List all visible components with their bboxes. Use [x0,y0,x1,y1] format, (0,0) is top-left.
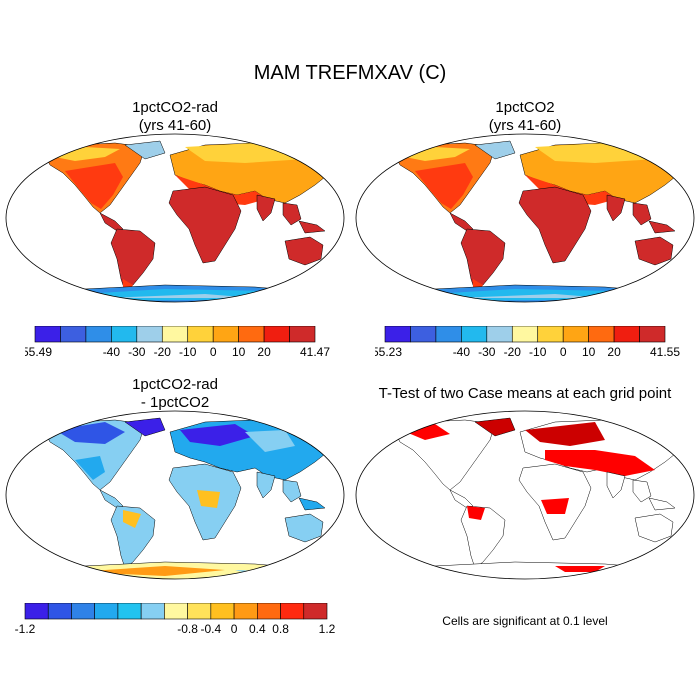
colorbar-tick-label: 0 [231,622,238,636]
figure-title: MAM TREFMXAV (C) [253,62,447,84]
colorbar-swatch [140,603,165,620]
significance-note: Cells are significant at 0.1 level [442,614,608,628]
colorbar-tick-label: 0 [210,345,217,359]
colorbar-tick-label: -20 [154,345,172,359]
panel-title-bottom-right: T-Test of two Case means at each grid po… [378,385,672,402]
colorbar-tick-label: 20 [257,345,271,359]
panel-title-line2: (yrs 41-60) [138,117,212,134]
colorbar-tick-label: 0.4 [249,622,266,636]
colorbar-swatch [613,326,640,343]
colorbar-swatch [212,326,239,343]
colorbar-swatch [24,603,49,620]
colorbar-tick-label: 0 [560,345,567,359]
colorbar-tick-label: -0.4 [201,622,222,636]
colorbar-swatch [233,603,258,620]
colorbar-top-left: -55.49 -40 -30 -20 -10 0 10 20 41.47 [25,326,330,359]
colorbar-swatch [34,326,61,343]
africa [168,186,242,264]
colorbar-tick-label: -55.23 [375,345,402,359]
panel-title-bottom-left: 1pctCO2-rad - 1pctCO2 [85,376,265,412]
map-top-left [5,133,345,303]
colorbar-swatch [588,326,615,343]
panel-title-line1: 1pctCO2 [495,99,555,116]
colorbar-tick-label: -20 [504,345,522,359]
colorbar-tick-label: 10 [582,345,596,359]
panel-title-top-left: 1pctCO2-rad (yrs 41-60) [85,99,265,135]
colorbar-swatch [562,326,589,343]
colorbar-swatch [164,603,188,620]
panel-title-line2: - 1pctCO2 [140,394,210,411]
colorbar-tick-label: 1.2 [319,622,336,636]
colorbar-tick-label: -10 [179,345,197,359]
colorbar-tick-label: -10 [529,345,547,359]
colorbar-swatch [486,326,513,343]
map-bottom-right [355,410,695,580]
map-top-right [355,133,695,303]
colorbar-swatch [435,326,462,343]
colorbar-swatch [303,603,328,620]
colorbar-tick-label: -1.2 [15,622,36,636]
colorbar-tick-label: -40 [453,345,471,359]
colorbar-top-right: -55.23 -40 -30 -20 -10 0 10 20 41.55 [375,326,680,359]
colorbar-swatch [511,326,539,343]
colorbar-swatch [60,326,87,343]
panel-title-line1: 1pctCO2-rad [132,376,218,393]
colorbar-swatch [263,326,290,343]
colorbar-tick-label: 41.47 [300,345,330,359]
colorbar-swatch [289,326,316,343]
colorbar-swatch [461,326,488,343]
panel-title-line1: 1pctCO2-rad [132,99,218,116]
colorbar-tick-label: -55.49 [25,345,52,359]
colorbar-tick-label: -30 [478,345,496,359]
australia [284,236,324,266]
colorbar-swatch [210,603,235,620]
colorbar-swatch [94,603,119,620]
colorbar-swatch [187,603,212,620]
colorbar-swatch [410,326,437,343]
colorbar-swatch [187,326,214,343]
colorbar-tick-label: 20 [607,345,621,359]
colorbar-swatch [384,326,411,343]
colorbar-swatch [161,326,189,343]
colorbar-tick-label: 41.55 [650,345,680,359]
colorbar-swatch [117,603,142,620]
colorbar-tick-label: -0.8 [177,622,198,636]
colorbar-tick-label: 0.8 [272,622,289,636]
colorbar-swatch [47,603,72,620]
colorbar-swatch [136,326,163,343]
colorbar-swatch [85,326,112,343]
colorbar-swatch [257,603,281,620]
panel-title-top-right: 1pctCO2 (yrs 41-60) [435,99,615,135]
colorbar-tick-label: 10 [232,345,246,359]
map-bottom-left [5,410,345,580]
colorbar-swatch [280,603,305,620]
colorbar-swatch [238,326,265,343]
colorbar-bottom-left: -1.2 -0.8 -0.4 0 0.4 0.8 1.2 [15,603,336,636]
colorbar-tick-label: -30 [128,345,146,359]
colorbar-swatch [111,326,138,343]
colorbar-swatch [71,603,95,620]
colorbar-swatch [639,326,666,343]
colorbar-tick-label: -40 [103,345,121,359]
panel-title-line2: (yrs 41-60) [488,117,562,134]
colorbar-swatch [537,326,564,343]
